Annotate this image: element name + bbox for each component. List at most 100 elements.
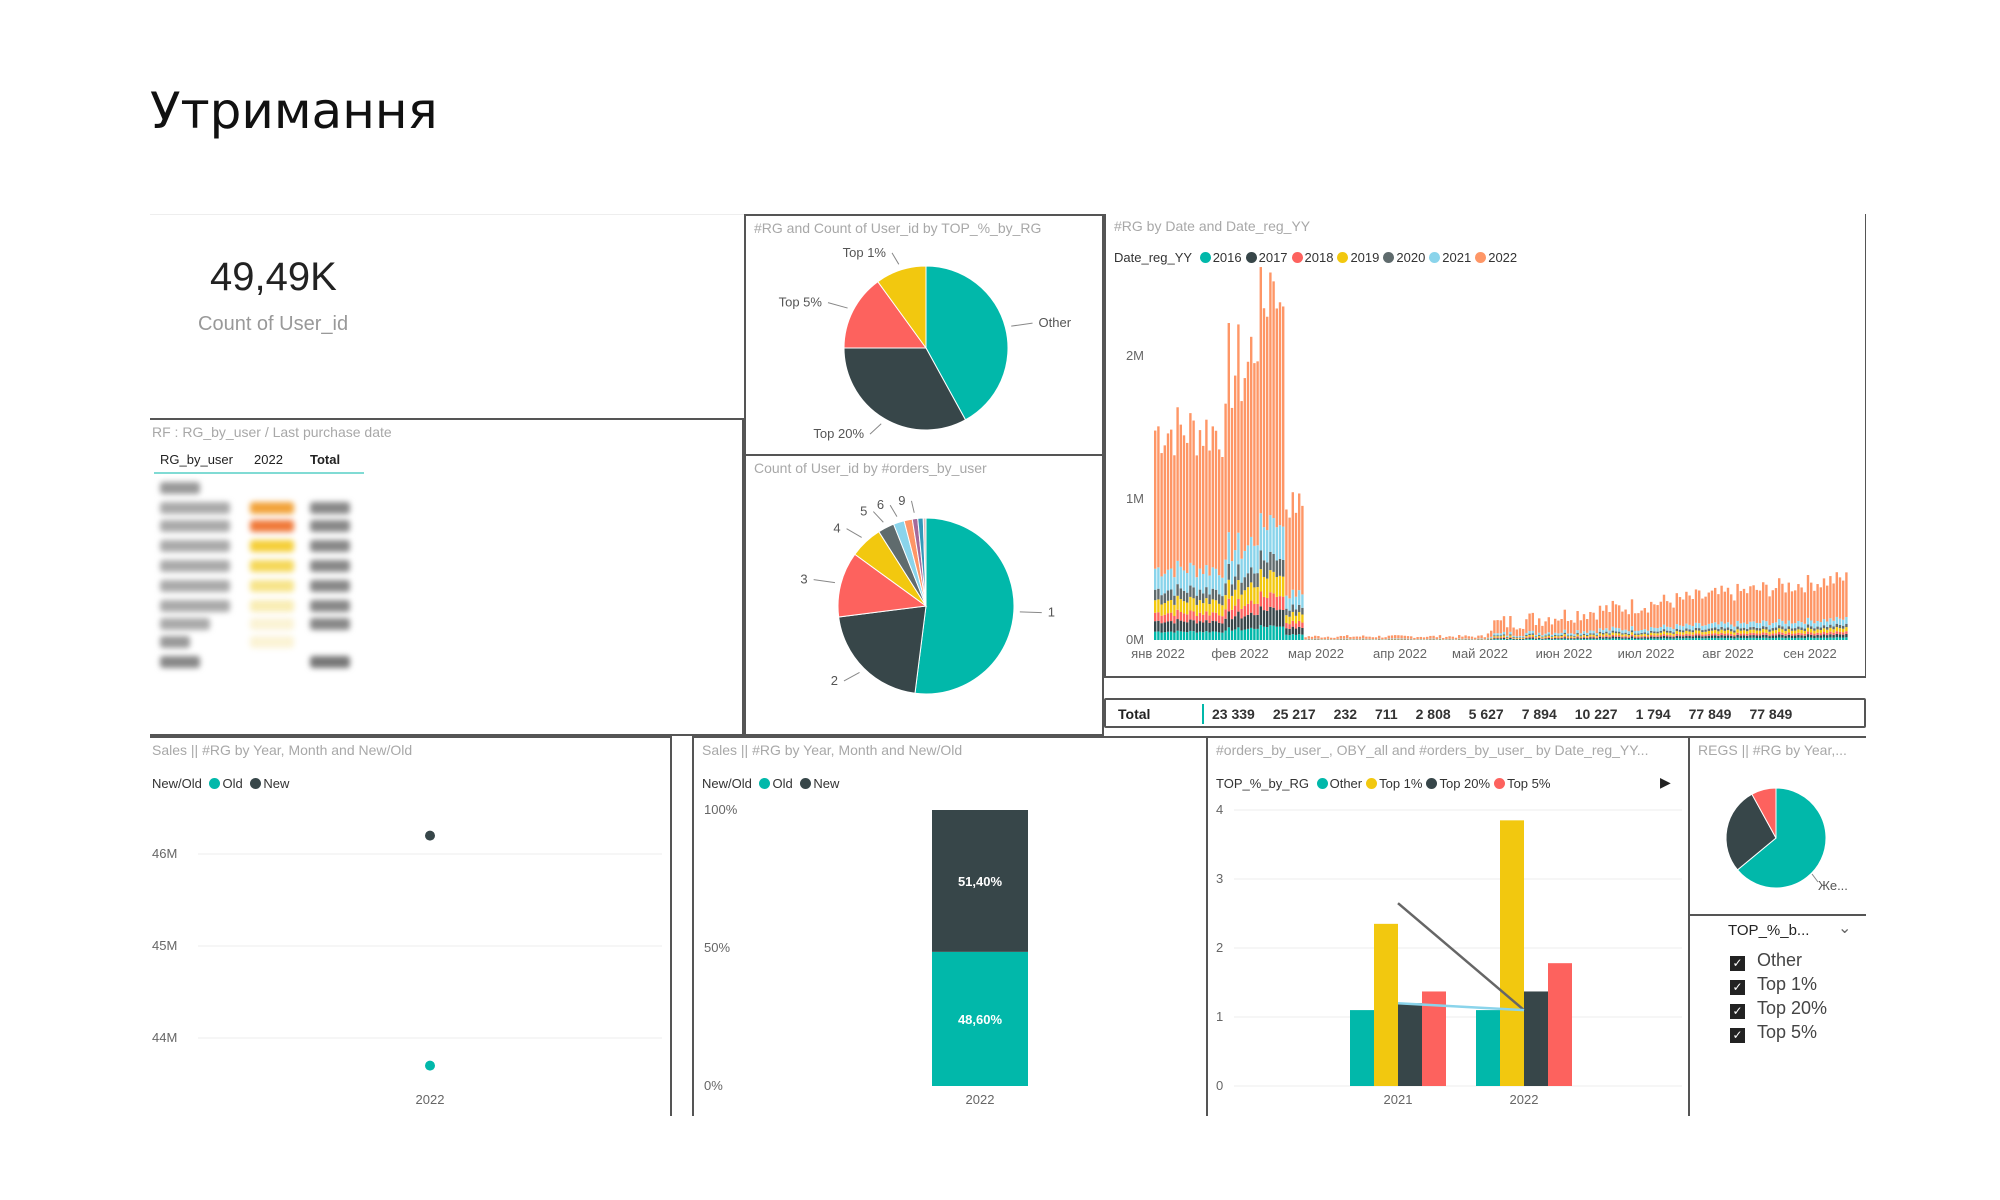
pie-slice[interactable] [914, 517, 1015, 695]
legend-item[interactable]: Top 1% [1366, 776, 1422, 791]
legend-item[interactable]: 2016 [1199, 250, 1242, 265]
pie-slice[interactable] [1751, 787, 1777, 839]
kpi-card[interactable]: 49,49K Count of User_id [150, 214, 744, 420]
pie-slice[interactable] [925, 265, 1009, 421]
pie-slice[interactable] [838, 605, 927, 694]
area-bar-segment [1189, 630, 1192, 640]
stacked-panel[interactable]: Sales || #RG by Year, Month and New/Old … [692, 736, 1208, 1116]
legend-item[interactable]: Top 20% [1426, 776, 1490, 791]
legend-item-new[interactable]: New [250, 776, 289, 791]
area-bar-segment [1685, 623, 1688, 629]
combo-panel[interactable]: #orders_by_user_, OBY_all and #orders_by… [1206, 736, 1690, 1116]
area-bar-segment [1195, 455, 1198, 578]
legend-next-arrow-icon[interactable]: ▶ [1660, 774, 1671, 790]
area-bar-segment [1835, 572, 1838, 617]
slicer-item[interactable]: ✓ Top 20% [1730, 998, 1827, 1019]
area-bar-segment [1195, 577, 1198, 596]
slicer-item[interactable]: ✓ Top 5% [1730, 1022, 1817, 1043]
legend-item-old[interactable]: Old [209, 776, 243, 791]
legend-item[interactable]: 2017 [1245, 250, 1288, 265]
pie-orders-chart[interactable]: 1 2 3 4 5 6 9 [746, 456, 1102, 734]
legend-item[interactable]: Top 5% [1494, 776, 1550, 791]
area-bar-segment [1835, 637, 1838, 640]
area-bar-segment [1624, 609, 1627, 630]
area-bar-segment [1205, 598, 1208, 612]
scatter-panel[interactable]: Sales || #RG by Year, Month and New/Old … [150, 736, 672, 1116]
area-bar-segment [1256, 545, 1259, 574]
pie-top-chart[interactable]: Other Top 20% Top 5% Top 1% [746, 216, 1102, 454]
area-bar-segment [1797, 634, 1800, 638]
area-bar-segment [1592, 612, 1595, 631]
bar [1374, 923, 1398, 1086]
area-bar-segment [1662, 631, 1666, 635]
pie-slice[interactable] [1736, 787, 1827, 889]
pie-slice[interactable] [843, 280, 927, 349]
chevron-down-icon[interactable]: ⌄ [1838, 920, 1852, 937]
checkbox-icon[interactable]: ✓ [1730, 980, 1745, 995]
top-slicer[interactable]: TOP_%_b... ⌄ ✓ Other ✓ Top 1% ✓ Top 20% ✓ Top 5… [1688, 914, 1866, 1116]
area-bar-segment [1608, 634, 1611, 637]
area-bar-segment [1531, 612, 1534, 631]
area-bar-segment [1707, 628, 1710, 631]
pie-slice[interactable] [922, 517, 927, 607]
legend-item[interactable]: 2018 [1291, 250, 1333, 265]
legend-item[interactable]: 2020 [1383, 250, 1425, 265]
legend-item-old[interactable]: Old [759, 776, 793, 791]
data-point-new [425, 830, 435, 841]
area-bar-segment [1704, 629, 1707, 632]
legend-item-new[interactable]: New [800, 776, 839, 791]
area-bar-segment [1803, 623, 1806, 629]
column-header[interactable]: RG_by_user [160, 452, 233, 467]
area-bar-segment [1416, 637, 1419, 639]
area-bar-segment [1576, 630, 1579, 634]
combo-chart[interactable]: 4 3 2 1 0 2021 2022 [1208, 738, 1690, 1116]
area-bar-segment [1682, 630, 1685, 633]
area-bar-segment [1758, 635, 1762, 639]
scatter-chart[interactable]: 46M 45M 44M 2022 [150, 738, 670, 1116]
x-tick: июл 2022 [1618, 646, 1675, 661]
checkbox-icon[interactable]: ✓ [1730, 1028, 1745, 1043]
area-bar-segment [1614, 638, 1618, 640]
area-bar-segment [1253, 615, 1256, 629]
area-bar-segment [1758, 628, 1762, 631]
slicer-item-label: Other [1757, 950, 1803, 970]
area-bar-segment [1355, 636, 1358, 639]
area-bar-segment [1838, 624, 1842, 629]
totals-value: 5 627 [1468, 706, 1504, 722]
area-bar-segment [1800, 635, 1803, 638]
area-bar-segment [1509, 616, 1512, 632]
rf-table-panel[interactable]: RF : RG_by_user / Last purchase date RG_… [150, 420, 744, 736]
area-bar-segment [1598, 628, 1602, 632]
pie-slice[interactable] [877, 265, 927, 350]
area-bar-segment [1266, 597, 1269, 611]
area-bar-segment [1838, 631, 1842, 635]
legend-item[interactable]: 2021 [1429, 250, 1471, 265]
area-bar-segment [1781, 626, 1784, 630]
slicer-item[interactable]: ✓ Top 1% [1730, 974, 1817, 995]
legend-item[interactable]: Other [1316, 776, 1362, 791]
stacked-chart[interactable]: 100% 50% 0% 51,40% 48,60% 2022 [694, 738, 1208, 1116]
area-bar-segment [1605, 605, 1608, 629]
pie-orders-panel[interactable]: Count of User_id by #orders_by_user 1 2 3 4… [744, 454, 1104, 736]
column-header[interactable]: Total [310, 452, 341, 467]
legend-item[interactable]: 2019 [1337, 250, 1379, 265]
area-bar-segment [1710, 623, 1714, 629]
pie-top-panel[interactable]: #RG and Count of User_id by TOP_%_by_RG … [744, 214, 1104, 456]
checkbox-icon[interactable]: ✓ [1730, 956, 1745, 971]
pie-slice[interactable] [1725, 793, 1777, 871]
pie-slice[interactable] [843, 347, 967, 431]
checkbox-icon[interactable]: ✓ [1730, 1004, 1745, 1019]
legend-item[interactable]: 2022 [1475, 250, 1517, 265]
area-bar-segment [1534, 625, 1538, 635]
pie-slice[interactable] [837, 553, 928, 618]
area-bar-segment [1560, 638, 1563, 640]
regs-pie-chart[interactable]: Же... [1690, 738, 1866, 914]
column-header[interactable]: 2022 [254, 452, 283, 467]
area-chart-panel[interactable]: #RG by Date and Date_reg_YY Date_reg_YY … [1104, 214, 1866, 678]
area-bar-segment [1653, 638, 1656, 640]
regs-pie-panel[interactable]: REGS || #RG by Year,... Же... [1688, 736, 1866, 916]
area-bar-segment [1166, 569, 1170, 591]
area-bar-segment [1525, 636, 1528, 638]
slicer-item[interactable]: ✓ Other [1730, 950, 1802, 971]
